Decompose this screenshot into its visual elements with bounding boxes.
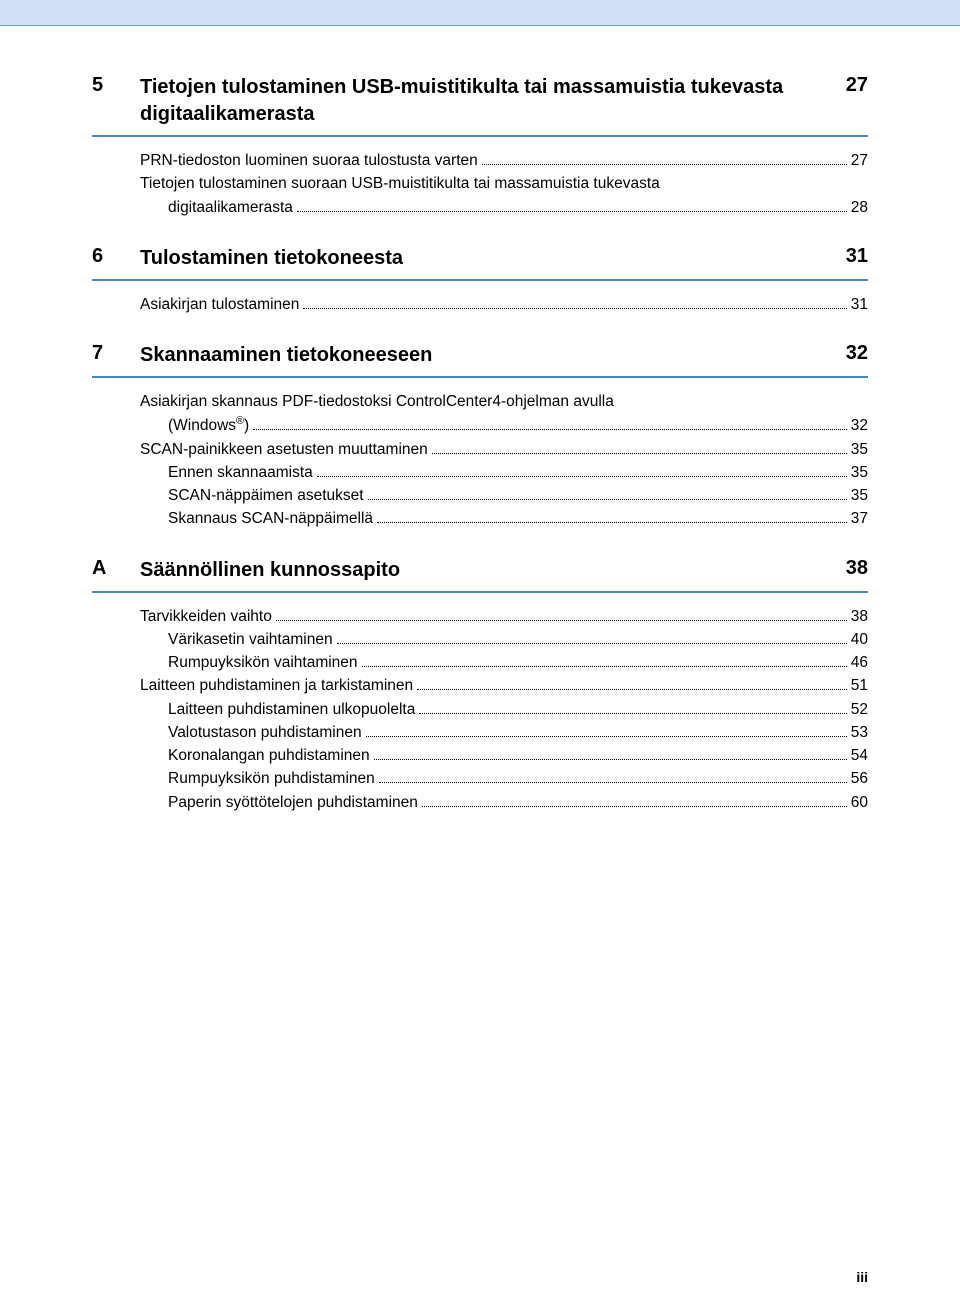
- toc-page: 38: [851, 605, 868, 628]
- toc-page: 53: [851, 721, 868, 744]
- toc-content: 5 Tietojen tulostaminen USB-muistitikult…: [0, 26, 960, 818]
- toc-section-A: A Säännöllinen kunnossapito 38 Tarvikkei…: [92, 557, 868, 818]
- toc-page: 52: [851, 698, 868, 721]
- toc-section-7: 7 Skannaaminen tietokoneeseen 32 Asiakir…: [92, 342, 868, 535]
- toc-label: Valotustason puhdistaminen: [168, 721, 362, 744]
- toc-leader-dots: [297, 211, 847, 212]
- toc-label-line2: digitaalikamerasta: [168, 196, 293, 219]
- toc-leader-dots: [276, 620, 847, 621]
- section-page: 32: [832, 342, 868, 365]
- toc-leader-dots: [374, 759, 847, 760]
- toc-label-line1: Tietojen tulostaminen suoraan USB-muisti…: [140, 172, 868, 195]
- section-header: 6 Tulostaminen tietokoneesta 31: [92, 245, 868, 281]
- section-page: 38: [832, 557, 868, 580]
- toc-leader-dots: [253, 429, 847, 430]
- toc-label: Rumpuyksikön vaihtaminen: [168, 651, 358, 674]
- toc-label-line2: (Windows®): [168, 413, 249, 437]
- toc-label: Koronalangan puhdistaminen: [168, 744, 370, 767]
- toc-label: Laitteen puhdistaminen ja tarkistaminen: [140, 674, 413, 697]
- toc-label: PRN-tiedoston luominen suoraa tulostusta…: [140, 149, 478, 172]
- section-page: 31: [832, 245, 868, 268]
- section-page: 27: [832, 74, 868, 97]
- section-number: 5: [92, 74, 140, 97]
- section-title: Skannaaminen tietokoneeseen: [140, 342, 832, 369]
- toc-page: 51: [851, 674, 868, 697]
- toc-entry: SCAN-painikkeen asetusten muuttaminen 35: [140, 438, 868, 461]
- toc-entry: Skannaus SCAN-näppäimellä 37: [140, 507, 868, 530]
- section-title: Tietojen tulostaminen USB-muistitikulta …: [140, 74, 832, 128]
- section-entries: PRN-tiedoston luominen suoraa tulostusta…: [92, 145, 868, 223]
- section-entries: Asiakirjan skannaus PDF-tiedostoksi Cont…: [92, 386, 868, 535]
- toc-section-6: 6 Tulostaminen tietokoneesta 31 Asiakirj…: [92, 245, 868, 320]
- toc-label: Laitteen puhdistaminen ulkopuolelta: [168, 698, 415, 721]
- toc-entry: Asiakirjan skannaus PDF-tiedostoksi Cont…: [140, 390, 868, 438]
- toc-entry: Valotustason puhdistaminen 53: [140, 721, 868, 744]
- toc-page: 54: [851, 744, 868, 767]
- toc-leader-dots: [422, 806, 847, 807]
- toc-entry: Laitteen puhdistaminen ja tarkistaminen …: [140, 674, 868, 697]
- toc-leader-dots: [377, 522, 847, 523]
- toc-leader-dots: [303, 308, 846, 309]
- toc-label: Tarvikkeiden vaihto: [140, 605, 272, 628]
- toc-page: 27: [851, 149, 868, 172]
- toc-entry: Asiakirjan tulostaminen 31: [140, 293, 868, 316]
- toc-leader-dots: [317, 476, 847, 477]
- toc-entry: Tietojen tulostaminen suoraan USB-muisti…: [140, 172, 868, 219]
- toc-leader-dots: [379, 782, 847, 783]
- toc-page: 35: [851, 484, 868, 507]
- section-number: A: [92, 557, 140, 580]
- section-header: 5 Tietojen tulostaminen USB-muistitikult…: [92, 74, 868, 137]
- toc-label-line1: Asiakirjan skannaus PDF-tiedostoksi Cont…: [140, 390, 868, 413]
- toc-leader-dots: [337, 643, 847, 644]
- toc-label: SCAN-painikkeen asetusten muuttaminen: [140, 438, 428, 461]
- toc-leader-dots: [482, 164, 847, 165]
- toc-page: 56: [851, 767, 868, 790]
- section-title: Tulostaminen tietokoneesta: [140, 245, 832, 272]
- registered-symbol: ®: [236, 415, 244, 427]
- toc-entry: Rumpuyksikön vaihtaminen 46: [140, 651, 868, 674]
- toc-page: 37: [851, 507, 868, 530]
- section-entries: Asiakirjan tulostaminen 31: [92, 289, 868, 320]
- toc-page: 32: [851, 414, 868, 437]
- toc-label: Paperin syöttötelojen puhdistaminen: [168, 791, 418, 814]
- section-number: 6: [92, 245, 140, 268]
- toc-entry: SCAN-näppäimen asetukset 35: [140, 484, 868, 507]
- toc-page: 31: [851, 293, 868, 316]
- toc-entry: Värikasetin vaihtaminen 40: [140, 628, 868, 651]
- toc-label: Skannaus SCAN-näppäimellä: [168, 507, 373, 530]
- toc-page: 40: [851, 628, 868, 651]
- toc-leader-dots: [419, 713, 846, 714]
- section-header: 7 Skannaaminen tietokoneeseen 32: [92, 342, 868, 378]
- toc-label: SCAN-näppäimen asetukset: [168, 484, 364, 507]
- toc-leader-dots: [366, 736, 847, 737]
- toc-entry: Ennen skannaamista 35: [140, 461, 868, 484]
- toc-leader-dots: [432, 453, 847, 454]
- toc-page: 35: [851, 461, 868, 484]
- toc-entry: Koronalangan puhdistaminen 54: [140, 744, 868, 767]
- toc-label: Ennen skannaamista: [168, 461, 313, 484]
- toc-page: 46: [851, 651, 868, 674]
- section-number: 7: [92, 342, 140, 365]
- toc-entry: Paperin syöttötelojen puhdistaminen 60: [140, 791, 868, 814]
- page-number: iii: [856, 1269, 868, 1285]
- page-header-bar: [0, 0, 960, 26]
- toc-page: 60: [851, 791, 868, 814]
- section-title: Säännöllinen kunnossapito: [140, 557, 832, 584]
- toc-label: Rumpuyksikön puhdistaminen: [168, 767, 375, 790]
- section-header: A Säännöllinen kunnossapito 38: [92, 557, 868, 593]
- toc-entry: PRN-tiedoston luominen suoraa tulostusta…: [140, 149, 868, 172]
- toc-label: Asiakirjan tulostaminen: [140, 293, 299, 316]
- toc-entry: Tarvikkeiden vaihto 38: [140, 605, 868, 628]
- toc-page: 28: [851, 196, 868, 219]
- toc-section-5: 5 Tietojen tulostaminen USB-muistitikult…: [92, 74, 868, 223]
- toc-leader-dots: [362, 666, 847, 667]
- toc-leader-dots: [417, 689, 847, 690]
- toc-leader-dots: [368, 499, 847, 500]
- section-entries: Tarvikkeiden vaihto 38 Värikasetin vaiht…: [92, 601, 868, 818]
- toc-entry: Laitteen puhdistaminen ulkopuolelta 52: [140, 698, 868, 721]
- toc-page: 35: [851, 438, 868, 461]
- toc-entry: Rumpuyksikön puhdistaminen 56: [140, 767, 868, 790]
- toc-label: Värikasetin vaihtaminen: [168, 628, 333, 651]
